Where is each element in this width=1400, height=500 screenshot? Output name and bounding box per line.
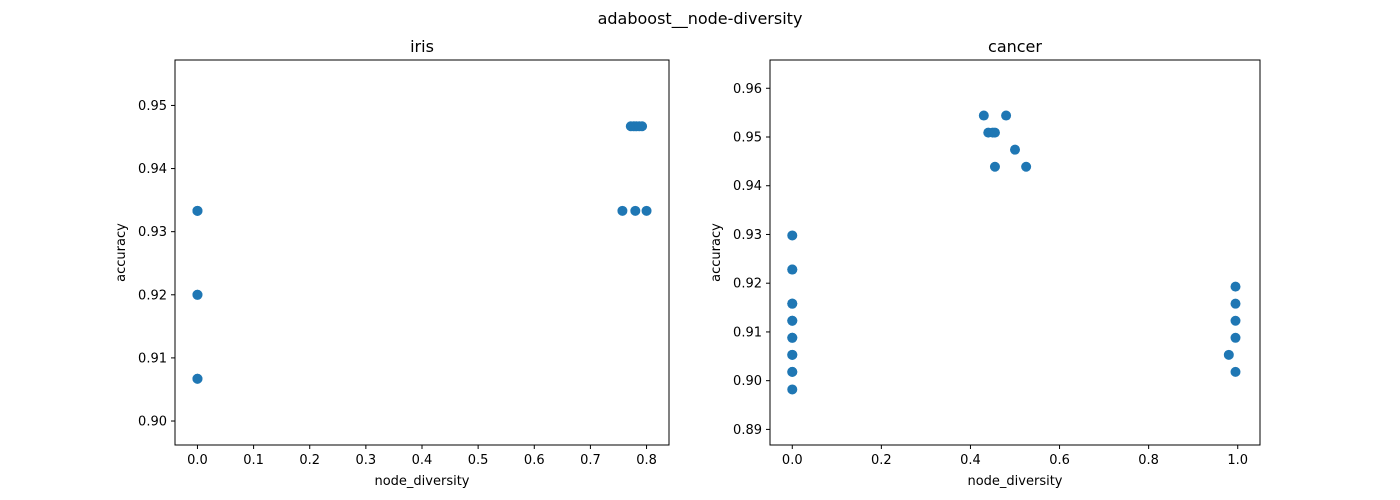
plot-area (174, 59, 670, 446)
y-tick-label: 0.94 (733, 179, 762, 194)
y-tick-label: 0.91 (733, 325, 762, 340)
scatter-point (1230, 315, 1241, 326)
scatter-point (978, 110, 989, 121)
scatter-point (617, 205, 628, 216)
scatter-point (641, 205, 652, 216)
scatter-point (787, 332, 798, 343)
scatter-point (1021, 161, 1032, 172)
x-tick-label: 0.6 (524, 453, 545, 468)
x-axis-label: node_diversity (967, 474, 1062, 489)
x-axis-label: node_diversity (374, 474, 469, 489)
y-tick-label: 0.90 (733, 374, 762, 389)
scatter-point (989, 161, 1000, 172)
subplot-cancer: 0.0 0.2 0.4 0.6 0.8 1.0 0.89 0.90 0.91 0.92 0.93 0.… (709, 37, 1261, 489)
scatter-point (192, 289, 203, 300)
x-tick-label: 0.7 (580, 453, 601, 468)
y-tick-label: 0.96 (733, 82, 762, 97)
x-tick-label: 0.6 (1049, 453, 1070, 468)
scatter-point (787, 264, 798, 275)
scatter-point (1010, 144, 1020, 155)
y-axis-label: accuracy (709, 223, 724, 282)
scatter-point (787, 349, 798, 360)
scatter-point (1001, 110, 1012, 121)
plot-area (769, 59, 1261, 446)
scatter-point (1230, 281, 1241, 292)
y-tick-label: 0.89 (733, 423, 762, 438)
y-tick-label: 0.92 (138, 288, 167, 303)
y-axis-label: accuracy (114, 223, 129, 282)
y-tick-label: 0.93 (733, 228, 762, 243)
y-tick-label: 0.95 (733, 131, 762, 146)
scatter-point (630, 205, 641, 216)
scatter-point (1230, 298, 1241, 309)
scatter-point (1223, 349, 1234, 360)
x-tick-label: 0.0 (187, 453, 208, 468)
x-tick-label: 1.0 (1227, 453, 1248, 468)
scatter-point (637, 121, 648, 132)
y-tick-label: 0.90 (138, 415, 167, 430)
y-tick-label: 0.92 (733, 277, 762, 292)
subplot-iris: 0.0 0.1 0.2 0.3 0.4 0.5 0.6 0.7 0.8 0.90 0.91 0.92 0… (114, 37, 670, 489)
x-tick-label: 0.4 (960, 453, 981, 468)
scatter-point (192, 373, 203, 384)
scatter-point (787, 315, 798, 326)
y-tick-label: 0.94 (138, 162, 167, 177)
x-tick-label: 0.0 (782, 453, 803, 468)
x-tick-label: 0.8 (1138, 453, 1159, 468)
scatter-point (787, 366, 798, 377)
x-tick-label: 0.5 (468, 453, 489, 468)
subplot-title: cancer (988, 37, 1042, 56)
x-tick-label: 0.8 (636, 453, 657, 468)
scatter-point (192, 205, 203, 216)
x-tick-label: 0.4 (412, 453, 433, 468)
scatter-point (787, 384, 798, 395)
x-tick-label: 0.3 (356, 453, 377, 468)
scatter-point (1230, 332, 1241, 343)
x-tick-label: 0.2 (299, 453, 320, 468)
subplot-title: iris (410, 37, 434, 56)
y-tick-label: 0.91 (138, 351, 167, 366)
y-tick-label: 0.93 (138, 225, 167, 240)
scatter-point (1230, 366, 1241, 377)
figure-suptitle: adaboost__node-diversity (598, 9, 803, 29)
x-tick-label: 0.2 (871, 453, 892, 468)
y-tick-label: 0.95 (138, 99, 167, 114)
scatter-point (787, 230, 798, 241)
scatter-point (787, 298, 798, 309)
scatter-point (989, 127, 1000, 138)
x-tick-label: 0.1 (243, 453, 264, 468)
